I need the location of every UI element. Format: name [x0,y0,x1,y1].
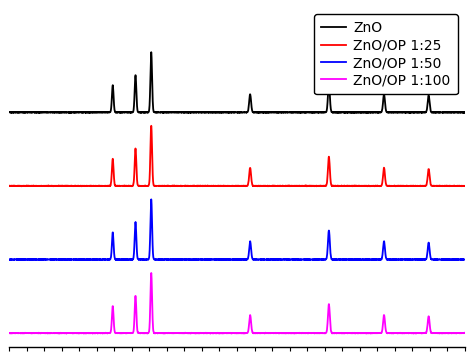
ZnO [148,50,154,55]
ZnO/OP 1:25 [201,184,207,188]
ZnO [198,110,204,114]
ZnO/OP 1:100 [56,331,62,336]
Line: ZnO/OP 1:25: ZnO/OP 1:25 [9,126,465,186]
ZnO/OP 1:100 [425,317,431,321]
ZnO/OP 1:50 [201,257,207,262]
ZnO/OP 1:25 [7,184,12,188]
ZnO [425,96,431,100]
ZnO/OP 1:100 [201,331,207,335]
ZnO [36,110,42,115]
ZnO/OP 1:25 [425,170,431,174]
Line: ZnO/OP 1:50: ZnO/OP 1:50 [9,199,465,260]
ZnO/OP 1:25 [448,184,454,188]
ZnO/OP 1:50 [148,197,154,201]
ZnO/OP 1:100 [7,331,12,335]
Line: ZnO/OP 1:100: ZnO/OP 1:100 [9,273,465,334]
ZnO/OP 1:50 [198,257,204,262]
ZnO [337,110,343,115]
ZnO/OP 1:25 [223,184,228,188]
ZnO/OP 1:100 [148,271,154,275]
ZnO/OP 1:25 [462,184,467,188]
ZnO/OP 1:25 [367,184,373,188]
ZnO/OP 1:50 [337,257,343,262]
ZnO/OP 1:50 [462,257,467,262]
ZnO [448,110,454,115]
ZnO [462,110,467,114]
ZnO/OP 1:100 [337,331,343,335]
Line: ZnO: ZnO [9,52,465,113]
ZnO/OP 1:100 [223,331,229,335]
ZnO/OP 1:25 [337,184,343,188]
ZnO/OP 1:25 [148,123,154,128]
ZnO/OP 1:100 [462,331,467,335]
ZnO/OP 1:100 [448,331,454,335]
ZnO/OP 1:50 [425,243,431,247]
ZnO/OP 1:50 [7,257,12,262]
ZnO [223,110,229,114]
ZnO/OP 1:50 [223,257,228,261]
ZnO/OP 1:50 [232,258,237,262]
Legend: ZnO, ZnO/OP 1:25, ZnO/OP 1:50, ZnO/OP 1:100: ZnO, ZnO/OP 1:25, ZnO/OP 1:50, ZnO/OP 1:… [314,14,457,95]
ZnO/OP 1:25 [198,184,204,188]
ZnO/OP 1:100 [198,331,204,335]
ZnO [201,110,207,114]
ZnO [7,110,12,114]
ZnO/OP 1:50 [448,257,454,262]
